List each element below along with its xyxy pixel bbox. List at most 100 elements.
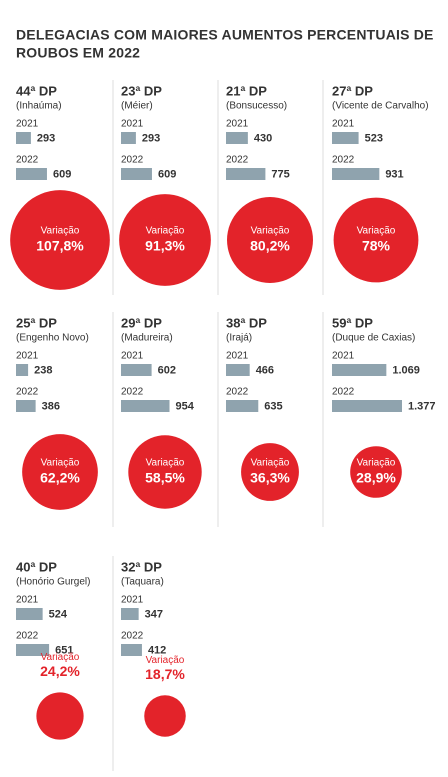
variation-value: 36,3% — [250, 470, 290, 486]
bar — [16, 364, 29, 376]
variation-value: 24,2% — [40, 663, 80, 679]
variation-label: Variação — [146, 226, 185, 237]
year-label: 2022 — [16, 387, 39, 398]
year-label: 2022 — [226, 387, 249, 398]
bar — [121, 608, 139, 620]
year-label: 2022 — [332, 155, 355, 166]
variation-value: 107,8% — [36, 238, 84, 254]
bar — [226, 400, 259, 412]
panel-title: 59ª DP — [332, 315, 373, 330]
variation-label: Variação — [41, 458, 80, 469]
variation-value: 80,2% — [250, 238, 290, 254]
panel-title: 40ª DP — [16, 559, 57, 574]
variation-circle — [22, 434, 98, 510]
panel-title: 38ª DP — [226, 315, 267, 330]
variation-value: 18,7% — [145, 666, 185, 682]
value-label: 524 — [49, 608, 68, 620]
year-label: 2021 — [332, 119, 355, 130]
bar — [226, 364, 250, 376]
bar — [332, 132, 359, 144]
year-label: 2022 — [121, 631, 144, 642]
year-label: 2022 — [16, 155, 39, 166]
value-label: 238 — [34, 364, 52, 376]
value-label: 775 — [271, 168, 289, 180]
value-label: 609 — [158, 168, 176, 180]
bar — [121, 644, 142, 656]
panel-subtitle: (Bonsucesso) — [226, 101, 287, 112]
panel-title: 23ª DP — [121, 83, 162, 98]
panel-subtitle: (Irajá) — [226, 333, 252, 344]
bar — [332, 168, 380, 180]
panel-title: 44ª DP — [16, 83, 57, 98]
variation-label: Variação — [251, 226, 290, 237]
bar — [121, 364, 152, 376]
panel-subtitle: (Madureira) — [121, 333, 173, 344]
panel-title: 32ª DP — [121, 559, 162, 574]
variation-value: 28,9% — [356, 470, 396, 486]
bar — [226, 168, 266, 180]
bar — [16, 400, 36, 412]
value-label: 430 — [254, 132, 272, 144]
panel-title: 21ª DP — [226, 83, 267, 98]
value-label: 293 — [37, 132, 55, 144]
year-label: 2021 — [121, 119, 144, 130]
year-label: 2022 — [332, 387, 355, 398]
variation-circle — [10, 190, 110, 290]
bar — [16, 644, 50, 656]
panel-subtitle: (Honório Gurgel) — [16, 577, 90, 588]
value-label: 466 — [256, 364, 274, 376]
bar — [226, 132, 248, 144]
year-label: 2021 — [16, 119, 39, 130]
panel-title: 27ª DP — [332, 83, 373, 98]
page-title: ROUBOS EM 2022 — [16, 45, 140, 61]
value-label: 1.377 — [408, 400, 436, 412]
variation-label: Variação — [146, 458, 185, 469]
variation-circle — [333, 197, 419, 283]
panel-subtitle: (Engenho Novo) — [16, 333, 89, 344]
variation-circle — [227, 197, 313, 283]
value-label: 347 — [145, 608, 163, 620]
variation-label: Variação — [357, 458, 396, 469]
value-label: 1.069 — [392, 364, 420, 376]
variation-value: 78% — [362, 238, 391, 254]
variation-label: Variação — [41, 652, 80, 663]
year-label: 2021 — [16, 351, 39, 362]
year-label: 2021 — [16, 595, 39, 606]
panel-subtitle: (Inhaúma) — [16, 101, 62, 112]
bar — [16, 168, 47, 180]
variation-label: Variação — [251, 458, 290, 469]
variation-value: 91,3% — [145, 238, 185, 254]
year-label: 2021 — [332, 351, 355, 362]
value-label: 602 — [158, 364, 176, 376]
variation-label: Variação — [146, 655, 185, 666]
panel-title: 25ª DP — [16, 315, 57, 330]
year-label: 2022 — [16, 631, 39, 642]
year-label: 2021 — [121, 595, 144, 606]
panel-subtitle: (Méier) — [121, 101, 153, 112]
variation-circle — [128, 435, 202, 509]
variation-circle — [241, 443, 299, 501]
variation-circle — [144, 695, 186, 737]
year-label: 2022 — [226, 155, 249, 166]
variation-circle — [350, 446, 402, 498]
variation-circle — [36, 692, 84, 740]
year-label: 2022 — [121, 155, 144, 166]
year-label: 2021 — [121, 351, 144, 362]
variation-label: Variação — [357, 226, 396, 237]
value-label: 293 — [142, 132, 160, 144]
variation-circle — [119, 194, 211, 286]
variation-value: 58,5% — [145, 470, 185, 486]
page-title: DELEGACIAS COM MAIORES AUMENTOS PERCENTU… — [16, 27, 434, 43]
bar — [16, 608, 43, 620]
year-label: 2021 — [226, 351, 249, 362]
value-label: 931 — [385, 168, 403, 180]
panel-subtitle: (Duque de Caxias) — [332, 333, 415, 344]
bar — [121, 400, 170, 412]
value-label: 609 — [53, 168, 71, 180]
value-label: 386 — [42, 400, 60, 412]
bar — [332, 400, 402, 412]
variation-label: Variação — [41, 226, 80, 237]
bar — [121, 132, 136, 144]
bar — [332, 364, 387, 376]
